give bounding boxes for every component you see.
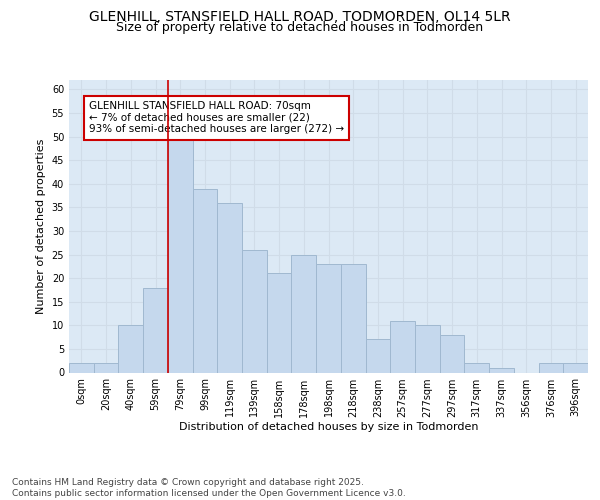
Bar (292, 254, 316, 372)
Bar (193, 188, 217, 372)
X-axis label: Distribution of detached houses by size in Todmorden: Distribution of detached houses by size … (179, 422, 478, 432)
Bar (489, 368, 514, 372)
Bar (563, 363, 588, 372)
Bar (415, 326, 440, 372)
Bar (118, 326, 143, 372)
Bar (316, 264, 341, 372)
Y-axis label: Number of detached properties: Number of detached properties (36, 138, 46, 314)
Bar (539, 363, 563, 372)
Text: Contains HM Land Registry data © Crown copyright and database right 2025.
Contai: Contains HM Land Registry data © Crown c… (12, 478, 406, 498)
Text: GLENHILL STANSFIELD HALL ROAD: 70sqm
← 7% of detached houses are smaller (22)
93: GLENHILL STANSFIELD HALL ROAD: 70sqm ← 7… (89, 101, 344, 134)
Bar (440, 335, 464, 372)
Bar (365, 340, 390, 372)
Text: Size of property relative to detached houses in Todmorden: Size of property relative to detached ho… (116, 21, 484, 34)
Bar (464, 363, 489, 372)
Bar (390, 320, 415, 372)
Bar (94, 363, 118, 372)
Bar (242, 250, 267, 372)
Bar (168, 136, 193, 372)
Bar (143, 288, 168, 372)
Bar (341, 264, 365, 372)
Bar (69, 363, 94, 372)
Text: GLENHILL, STANSFIELD HALL ROAD, TODMORDEN, OL14 5LR: GLENHILL, STANSFIELD HALL ROAD, TODMORDE… (89, 10, 511, 24)
Bar (267, 274, 292, 372)
Bar (217, 202, 242, 372)
